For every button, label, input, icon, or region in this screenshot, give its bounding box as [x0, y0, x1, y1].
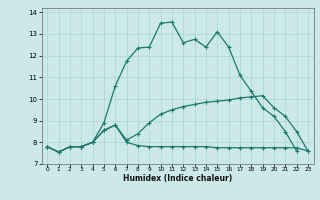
X-axis label: Humidex (Indice chaleur): Humidex (Indice chaleur)	[123, 174, 232, 183]
